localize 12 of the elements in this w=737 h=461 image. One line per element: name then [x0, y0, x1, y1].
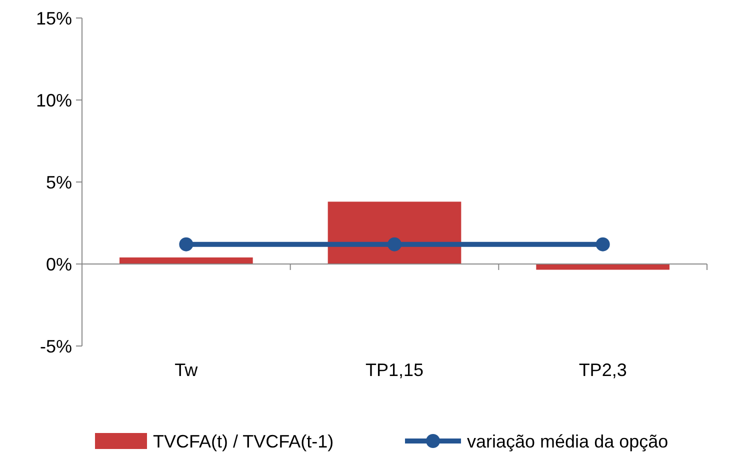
legend-label: variação média da opção [467, 431, 668, 452]
legend-label: TVCFA(t) / TVCFA(t-1) [153, 431, 334, 452]
y-tick-label: -5% [40, 336, 72, 356]
x-tick-label: TP2,3 [578, 360, 627, 380]
x-tick-label: TP1,15 [365, 360, 424, 380]
bar [328, 202, 462, 264]
y-tick-label: 10% [36, 90, 72, 110]
bar [120, 257, 253, 264]
y-tick-label: 15% [36, 8, 72, 28]
y-tick-label: 0% [46, 254, 72, 274]
x-tick-label: Tw [174, 360, 199, 380]
y-tick-label: 5% [46, 172, 72, 192]
